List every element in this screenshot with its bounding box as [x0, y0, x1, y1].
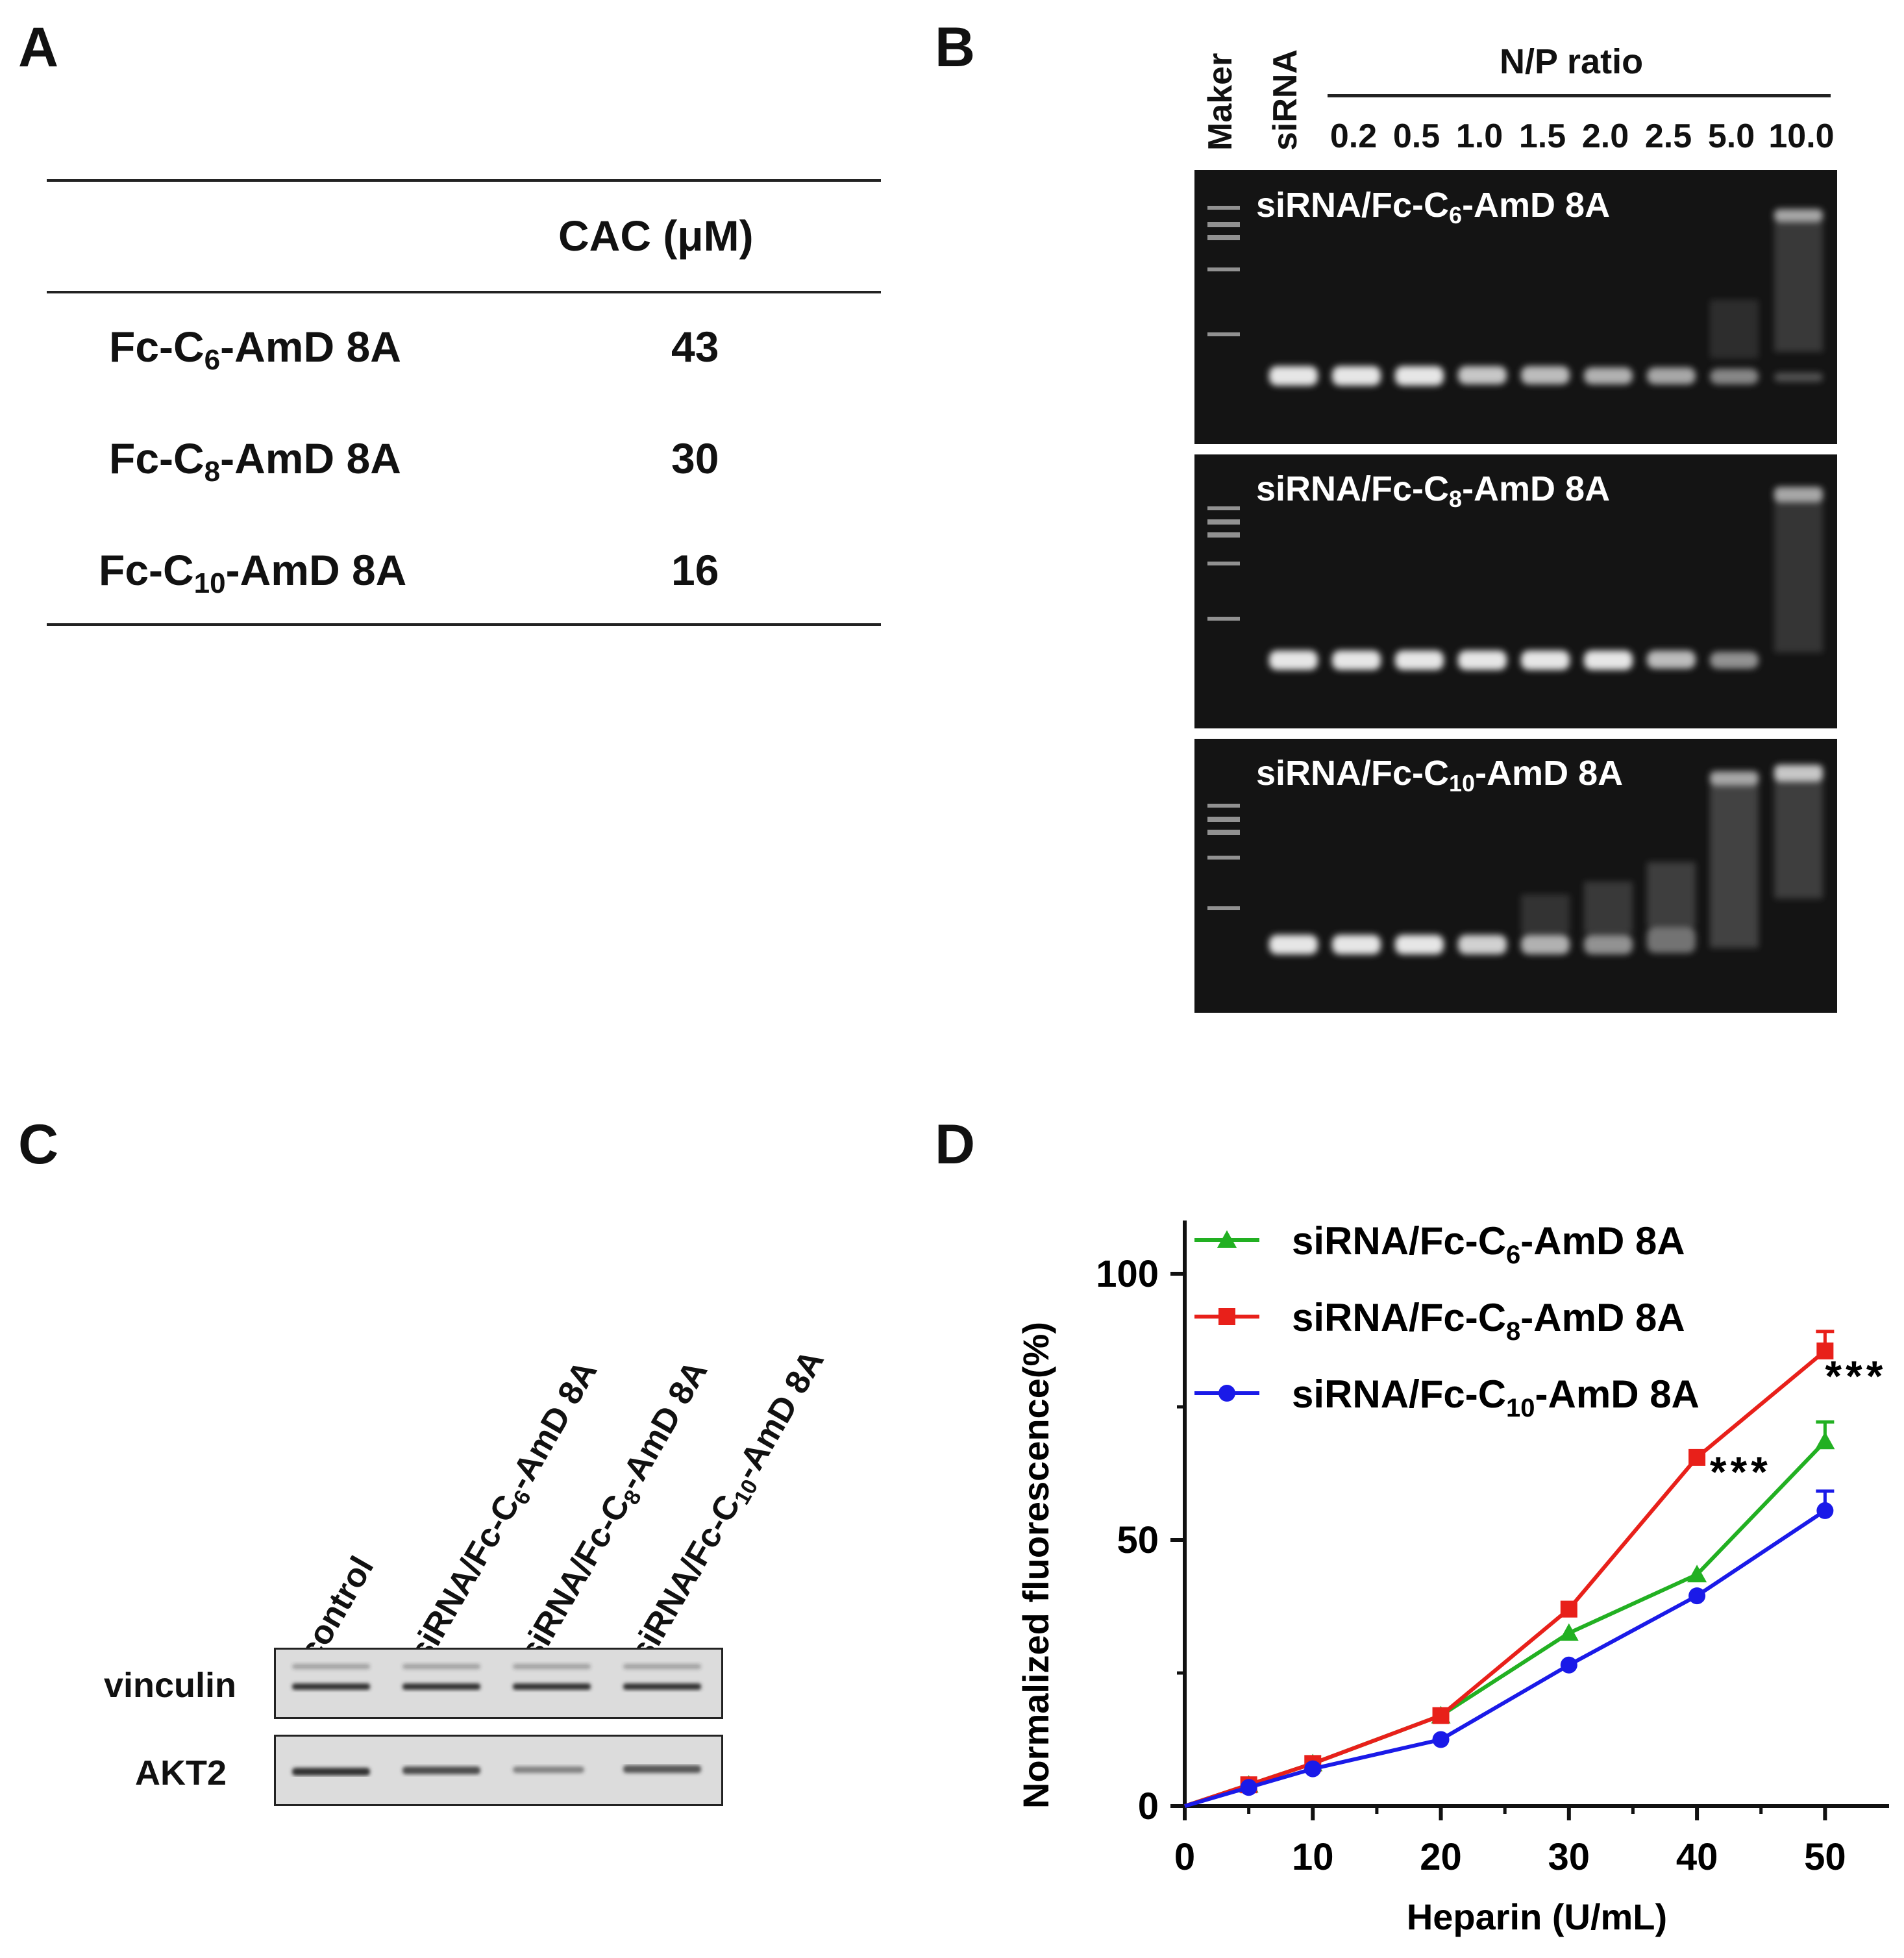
table-bottom-rule — [47, 623, 881, 626]
blot-row-label: vinculin — [104, 1666, 237, 1705]
significance-annotation: *** — [1710, 1448, 1772, 1496]
np-value-label: 1.0 — [1455, 118, 1503, 155]
circle-marker — [1218, 1385, 1235, 1402]
significance-annotation: *** — [1825, 1352, 1886, 1400]
gel-bands — [1207, 487, 1823, 670]
blot-strip — [274, 1648, 723, 1719]
x-tick-label: 10 — [1292, 1836, 1334, 1878]
square-marker — [1218, 1308, 1235, 1325]
legend-label: siRNA/Fc-C10-AmD 8A — [1292, 1372, 1700, 1422]
series-line — [1184, 1509, 1827, 1808]
np-value-label: 2.0 — [1581, 118, 1629, 155]
blot-bands — [292, 1664, 701, 1690]
panel-d-label: D — [935, 1113, 976, 1176]
circle-marker — [1560, 1656, 1577, 1674]
panel-c-label: C — [18, 1113, 59, 1176]
panel-b-label: B — [935, 16, 976, 79]
np-value-label: 2.5 — [1644, 118, 1692, 155]
gel-bands — [1207, 206, 1823, 386]
chart-legend: siRNA/Fc-C6-AmD 8A siRNA/Fc-C8-AmD 8A siRN… — [1194, 1219, 1700, 1422]
np-ratio-title: N/P ratio — [1500, 42, 1644, 81]
legend-label: siRNA/Fc-C6-AmD 8A — [1292, 1219, 1685, 1269]
panel-a-label: A — [18, 16, 59, 79]
x-tick-label: 0 — [1174, 1836, 1195, 1878]
square-marker — [1688, 1448, 1706, 1466]
np-value-label: 5.0 — [1707, 118, 1755, 155]
gel-image — [1194, 739, 1837, 1013]
blot-lane-label: siRNA/Fc-C8-AmD 8A — [512, 1354, 715, 1668]
gel-image — [1194, 454, 1837, 728]
gel-title: siRNA/Fc-C6-AmD 8A — [1256, 186, 1611, 229]
legend-label: siRNA/Fc-C8-AmD 8A — [1292, 1296, 1685, 1346]
sirna-lane-label: siRNA — [1267, 49, 1304, 151]
chart-axes: 0 10 20 30 40 50 0 50 100 — [1096, 1221, 1889, 1878]
chart-series-layer — [1184, 1330, 1835, 1808]
np-value-label: 0.2 — [1329, 118, 1378, 155]
gel-bands — [1207, 765, 1823, 954]
circle-marker — [1432, 1731, 1450, 1748]
blot-bands — [292, 1765, 701, 1776]
gel-title: siRNA/Fc-C10-AmD 8A — [1256, 754, 1624, 797]
x-tick-label: 50 — [1804, 1836, 1846, 1878]
y-axis-label: Normalized fluorescence(%) — [1015, 1322, 1056, 1809]
x-tick-label: 20 — [1420, 1836, 1462, 1878]
triangle-marker — [1559, 1623, 1579, 1641]
circle-marker — [1240, 1779, 1257, 1796]
series-line — [1184, 1349, 1827, 1808]
circle-marker — [1688, 1587, 1706, 1605]
blot-row-label: AKT2 — [135, 1754, 227, 1792]
blot-lane-label: siRNA/Fc-C10-AmD 8A — [622, 1343, 832, 1668]
y-tick-label: 100 — [1096, 1253, 1159, 1295]
table-header-cac: CAC (μM) — [558, 212, 754, 260]
table-row-value: 16 — [671, 546, 719, 594]
x-tick-label: 40 — [1676, 1836, 1718, 1878]
y-tick-label: 50 — [1117, 1519, 1159, 1561]
square-marker — [1560, 1600, 1577, 1618]
np-value-label: 1.5 — [1518, 118, 1566, 155]
table-row-value: 30 — [671, 434, 719, 482]
x-tick-label: 30 — [1548, 1836, 1590, 1878]
triangle-marker — [1217, 1230, 1237, 1248]
triangle-marker — [1687, 1565, 1707, 1583]
square-marker — [1432, 1707, 1450, 1724]
series-line — [1184, 1440, 1827, 1808]
table-row-compound: Fc-C6-AmD 8A — [109, 323, 401, 376]
y-tick-label: 0 — [1138, 1785, 1159, 1828]
blot-strip — [274, 1735, 723, 1806]
table-header-rule — [47, 291, 881, 293]
table-top-rule — [47, 179, 881, 182]
np-value-label: 0.5 — [1392, 118, 1440, 155]
gel-image — [1194, 170, 1837, 444]
circle-marker — [1304, 1760, 1322, 1778]
table-row-compound: Fc-C8-AmD 8A — [109, 434, 401, 488]
chart-annotations: *** *** — [1710, 1352, 1886, 1496]
gel-title: siRNA/Fc-C8-AmD 8A — [1256, 469, 1611, 512]
x-axis-label: Heparin (U/mL) — [1407, 1896, 1667, 1937]
np-value-label: 10.0 — [1768, 118, 1835, 155]
marker-lane-label: Maker — [1202, 53, 1239, 151]
chart-series — [1184, 1489, 1835, 1808]
blot-lane-label: siRNA/Fc-C6-AmD 8A — [401, 1354, 605, 1668]
np-ratio-rule — [1328, 94, 1831, 97]
table-row-value: 43 — [671, 323, 719, 371]
table-row-compound: Fc-C10-AmD 8A — [99, 546, 407, 599]
